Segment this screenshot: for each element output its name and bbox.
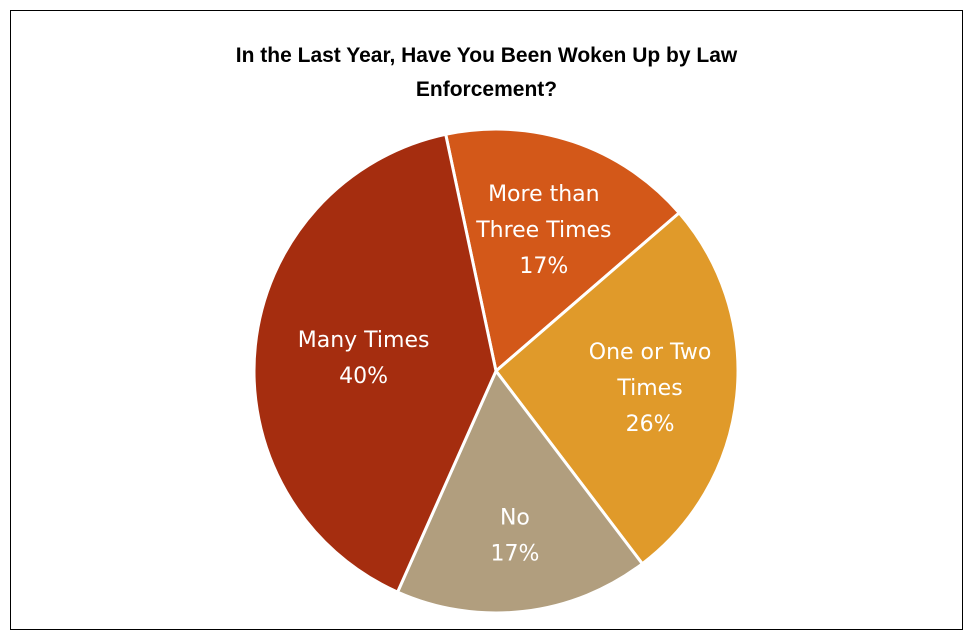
pie-slice [493,210,740,566]
pie-slice [252,132,498,595]
slice-percent-label: 40% [339,364,388,389]
chart-frame: In the Last Year, Have You Been Woken Up… [10,10,963,630]
slice-category-label: More than [488,182,600,207]
slice-percent-label: 26% [626,412,675,437]
pie-slice [395,368,645,615]
slice-label: Many Times 40% [298,328,430,389]
slice-label: One or Two Times 26% [589,340,712,437]
slice-category-label: One or Two [589,340,712,365]
slice-label: More than Three Times 17% [475,182,611,279]
slice-category-label: No [500,505,530,530]
slice-category-label: Three Times [475,218,611,243]
chart-title: In the Last Year, Have You Been Woken Up… [11,39,962,107]
pie-chart: More than Three Times 17% One or Two Times 26… [252,127,740,615]
slice-percent-label: 17% [519,254,568,279]
chart-title-line-2: Enforcement? [415,78,558,101]
slice-category-label: Many Times [298,328,430,353]
slice-category-label: Times [616,376,682,401]
pie-slice [443,127,682,374]
chart-title-line-1: In the Last Year, Have You Been Woken Up… [235,44,738,67]
slice-percent-label: 17% [490,541,539,566]
slice-label: No 17% [490,505,539,566]
